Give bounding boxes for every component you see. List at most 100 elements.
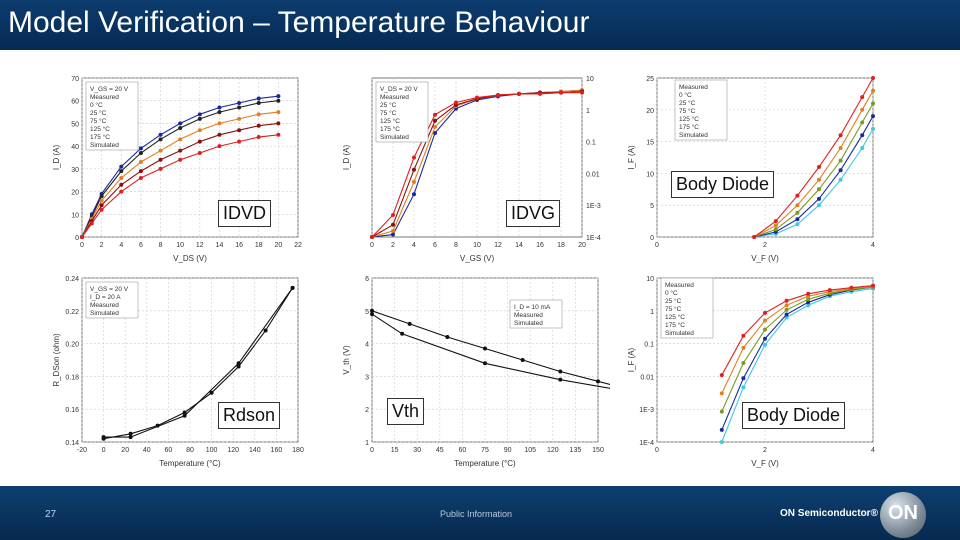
body_diode_lin-xlabel: V_F (V) [751,254,779,263]
idvd-data-point [178,121,183,126]
body_diode_lin-ytick-label: 25 [646,76,654,83]
on-semi-logo: ON [880,492,926,538]
rdson-data-point [290,285,295,290]
body_diode_log-data-point [763,318,767,323]
body_diode_lin-data-point [838,133,843,138]
idvd-data-point [217,105,222,110]
body_diode_lin-data-point [817,165,821,170]
rdson-ytick-label: 0.20 [65,342,79,349]
idvd-xtick-label: 6 [139,242,143,249]
vth-xtick-label: 45 [436,447,444,454]
rdson-data-point [128,435,133,440]
vth-chart: 0 15 30 45 60 75 90 105 120 135 150 1 2 3 4 5 6 Temperatu… [340,270,638,470]
idvd-legend-entry: 175 °C [90,133,110,141]
idvd-data-point [119,182,124,187]
idvg-data-point [433,118,437,123]
idvd-data-point [178,157,183,162]
idvd-data-point [276,121,281,126]
body-diode-label-bottom: Body Diode [742,402,846,429]
body_diode_lin-legend-entry: 175 °C [679,123,699,131]
body_diode_log-series-line [721,288,874,443]
body_diode_lin-data-point [838,168,843,173]
idvg-ytick-right-label: 1 [586,108,590,115]
body_diode_lin-legend-entry: 25 °C [679,99,696,107]
rdson-xtick-label: 180 [292,447,304,454]
body-diode-label-top: Body Diode [671,171,775,198]
body_diode_log-data-point [741,345,746,350]
rdson-ytick-label: 0.16 [65,407,79,414]
idvd-data-point [256,123,261,128]
rdson-data-point [182,413,187,418]
idvd-svg: 0 2 4 6 8 10 12 14 16 18 20 22 0 10 20 30 40 50 60 70 V_DS (… [52,76,302,263]
rdson-data-point [236,364,241,369]
body_diode_lin-data-point [817,177,821,182]
idvg-legend-entry: V_DS = 20 V [380,86,418,93]
body_diode_log-data-point [719,427,724,432]
body_diode_log-legend-entry: 75 °C [665,305,682,313]
idvd-ytick-label: 50 [71,121,79,128]
vth-label: Vth [387,398,425,425]
body_diode_log-series-line [721,285,874,376]
body_diode_log-data-point [719,373,724,378]
idvd-ytick-label: 30 [71,167,79,174]
footer-bar [0,486,960,540]
idvd-ylabel: I_D (A) [52,145,61,171]
idvd-xtick-label: 22 [294,242,302,249]
idvd-data-point [158,137,163,142]
idvg-chart: 0 2 4 6 8 10 12 14 16 18 20 10 1 0.1 0.01 1E-3 1E-4 V_GS … [340,70,610,265]
body_diode_log-legend-box [660,277,714,339]
idvg-data-point [412,167,416,172]
body_diode_log-data-point [784,312,789,317]
idvd-data-point [138,146,143,151]
idvd-data-point [217,132,222,137]
rdson-xtick-label: 160 [271,447,283,454]
body_diode_lin-data-point [795,193,800,198]
body_diode_log-data-point [719,409,724,414]
rdson-legend-box [85,281,139,319]
vth-ytick-label: 2 [365,407,369,414]
body_diode_log-data-point [827,288,832,293]
idvd-data-point [119,164,124,169]
body_diode_log-data-point [806,303,811,308]
idvd-legend-entry: 0 °C [90,101,103,109]
vth-data-point [445,335,450,340]
idvd-data-point [158,157,163,162]
vth-xlabel: Temperature (°C) [454,459,516,468]
body_diode_lin-ytick-label: 10 [646,171,654,178]
idvg-xtick-label: 20 [578,242,586,249]
body_diode_lin-data-point [860,120,865,125]
idvd-data-point [256,100,261,105]
idvg-legend-entry: 25 °C [380,101,397,109]
idvd-xtick-label: 14 [216,242,224,249]
idvd-data-point [158,132,163,137]
idvd-data-point [197,139,202,144]
idvd-xtick-label: 4 [119,242,123,249]
idvg-data-point [391,232,395,237]
vth-ytick-label: 3 [365,374,369,381]
idvg-ytick-right-label: 1E-4 [586,235,601,242]
idvd-data-point [276,110,281,115]
idvd-ytick-label: 20 [71,190,79,197]
rdson-legend-entry: I_D = 20 A [90,294,121,301]
idvd-data-point [119,189,124,194]
vth-xtick-label: 60 [459,447,467,454]
idvg-xtick-label: 8 [454,242,458,249]
body_diode_log-xtick-label: 2 [763,447,767,454]
body_diode_lin-data-point [871,101,875,106]
idvd-data-point [197,150,202,155]
body_diode_log-data-point [741,333,746,338]
idvd-xtick-label: 0 [80,242,84,249]
body_diode_log-data-point [784,303,789,308]
vth-svg: 0 15 30 45 60 75 90 105 120 135 150123456Temperatu… [342,276,638,468]
body_diode_log-legend-entry: 25 °C [665,297,682,305]
rdson-xtick-label: 100 [206,447,218,454]
idvg-ytick-right-label: 0.1 [586,140,596,147]
rdson-ytick-label: 0.18 [65,374,79,381]
idvd-data-point [158,166,163,171]
idvg-data-point [391,212,395,217]
rdson-xtick-label: 40 [143,447,151,454]
vth-series-line [371,310,636,392]
idvg-data-point [517,91,521,96]
idvd-ytick-label: 0 [75,235,79,242]
body_diode_log-ytick-label: 1E-3 [639,407,654,414]
